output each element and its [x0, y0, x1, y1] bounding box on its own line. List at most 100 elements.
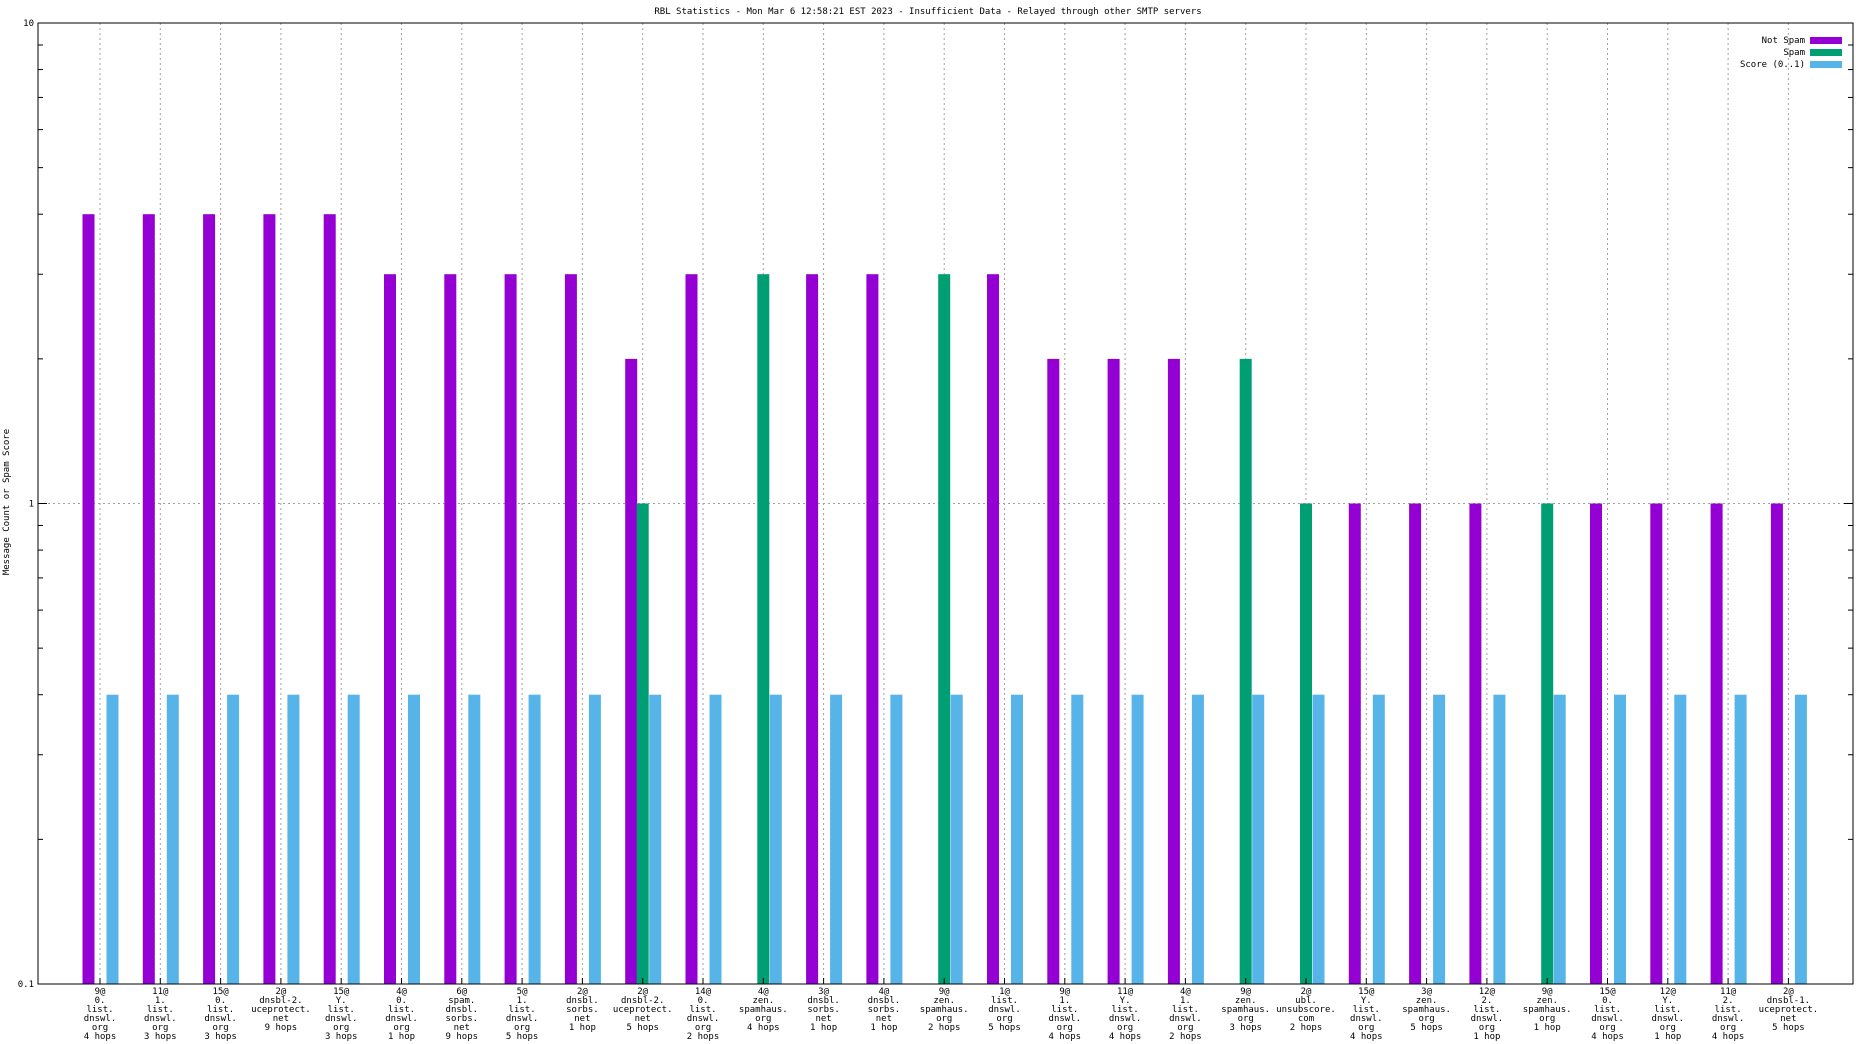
x-tick-label: 15@ — [333, 987, 350, 997]
bar — [685, 274, 698, 984]
x-tick-label: list. — [1172, 1005, 1199, 1015]
x-tick-label: 4 hops — [1712, 1032, 1745, 1042]
x-tick-label: 5 hops — [1772, 1023, 1805, 1033]
x-tick-label: 1 hop — [870, 1023, 897, 1033]
x-tick-label: list. — [207, 1005, 234, 1015]
x-tick-label: dnswl. — [1350, 1014, 1383, 1024]
x-tick-label: dnswl. — [204, 1014, 237, 1024]
bar — [384, 274, 396, 984]
bar — [1650, 503, 1663, 984]
x-tick-label: 2 hops — [928, 1023, 961, 1033]
x-tick-label: 1 hop — [810, 1023, 837, 1033]
x-tick-label: list. — [1654, 1005, 1681, 1015]
bar — [1372, 694, 1385, 984]
bar — [347, 694, 360, 984]
legend-swatch — [1810, 49, 1842, 56]
bar — [82, 214, 95, 984]
bar — [323, 214, 336, 984]
bar — [1239, 358, 1252, 984]
x-tick-label: 1@ — [999, 987, 1010, 997]
x-tick-label: 4 hops — [747, 1023, 780, 1033]
x-tick-label: 2@ — [637, 987, 648, 997]
x-tick-label: list. — [991, 996, 1018, 1006]
x-tick-label: dnswl. — [687, 1014, 720, 1024]
x-tick-label: 2 hops — [1290, 1023, 1323, 1033]
x-tick-label: org — [755, 1014, 771, 1024]
bar — [1131, 694, 1144, 984]
x-tick-label: org — [393, 1023, 409, 1033]
x-tick-label: dnswl. — [506, 1014, 539, 1024]
y-tick-label: 1 — [29, 500, 34, 510]
bar — [987, 274, 999, 984]
x-tick-label: spamhaus. — [739, 1005, 788, 1015]
x-tick-label: org — [1539, 1014, 1555, 1024]
legend: Not Spam Spam Score (0..1) — [1740, 36, 1842, 70]
x-tick-label: uceprotect. — [1759, 1005, 1819, 1015]
x-tick-label: zen. — [1416, 996, 1438, 1006]
bar — [287, 694, 300, 984]
x-tick-label: 9@ — [95, 987, 106, 997]
bar — [1433, 694, 1446, 984]
x-tick-label: 15@ — [1599, 987, 1616, 997]
x-tick-label: dnsbl-1. — [1767, 996, 1810, 1006]
x-tick-label: list. — [147, 1005, 174, 1015]
x-tick-label: dnswl. — [1169, 1014, 1202, 1024]
x-tick-label: list. — [1473, 1005, 1500, 1015]
x-tick-label: 11@ — [152, 987, 169, 997]
x-tick-label: ubl. — [1295, 996, 1317, 1006]
bar — [1167, 358, 1180, 984]
bar — [1770, 503, 1783, 984]
bar — [1300, 503, 1312, 984]
x-tick-label: 5 hops — [506, 1032, 539, 1042]
bar — [769, 694, 782, 984]
x-tick-label: org — [1117, 1023, 1133, 1033]
bar — [866, 274, 879, 984]
x-tick-label: 9 hops — [446, 1032, 479, 1042]
bar — [1734, 694, 1747, 984]
bar — [806, 274, 819, 984]
x-tick-label: org — [1479, 1023, 1495, 1033]
x-tick-label: spamhaus. — [920, 1005, 969, 1015]
legend-label: Not Spam — [1762, 36, 1805, 46]
bar — [1252, 694, 1265, 984]
x-tick-label: 0. — [1602, 996, 1613, 1006]
bar — [636, 503, 649, 984]
x-tick-label: 1 hop — [1473, 1032, 1500, 1042]
bar — [408, 694, 420, 984]
x-tick-label: 1. — [517, 996, 528, 1006]
bar — [444, 274, 457, 984]
x-tick-label: zen. — [752, 996, 774, 1006]
x-tick-label: list. — [1051, 1005, 1078, 1015]
x-tick-label: 9@ — [1059, 987, 1070, 997]
x-tick-label: 4 hops — [84, 1032, 117, 1042]
x-tick-label: dnswl. — [1591, 1014, 1624, 1024]
x-tick-label: dnsbl-2. — [259, 996, 302, 1006]
x-tick-label: 3@ — [818, 987, 829, 997]
bar — [1493, 694, 1506, 984]
x-tick-label: uceprotect. — [613, 1005, 673, 1015]
bar — [504, 274, 517, 984]
x-tick-label: org — [514, 1023, 530, 1033]
x-tick-label: 2 hops — [1169, 1032, 1202, 1042]
bar — [625, 358, 638, 984]
x-tick-label: spamhaus. — [1402, 1005, 1451, 1015]
x-tick-label: 4 hops — [1049, 1032, 1082, 1042]
x-tick-label: uceprotect. — [251, 1005, 311, 1015]
x-tick-label: zen. — [1235, 996, 1257, 1006]
x-tick-label: list. — [328, 1005, 355, 1015]
x-tick-label: Y. — [1662, 996, 1673, 1006]
x-tick-label: 11@ — [1720, 987, 1737, 997]
x-tick-label: 12@ — [1479, 987, 1496, 997]
y-axis-label: Message Count or Spam Score — [2, 429, 12, 575]
x-tick-label: 9@ — [1240, 987, 1251, 997]
x-tick-label: 5 hops — [988, 1023, 1021, 1033]
x-tick-label: net — [1780, 1014, 1796, 1024]
x-tick-label: net — [635, 1014, 651, 1024]
x-tick-label: 2 hops — [687, 1032, 720, 1042]
x-tick-label: com — [1298, 1014, 1314, 1024]
x-tick-label: 1 hop — [388, 1032, 415, 1042]
bar — [1011, 694, 1023, 984]
bar — [588, 694, 601, 984]
